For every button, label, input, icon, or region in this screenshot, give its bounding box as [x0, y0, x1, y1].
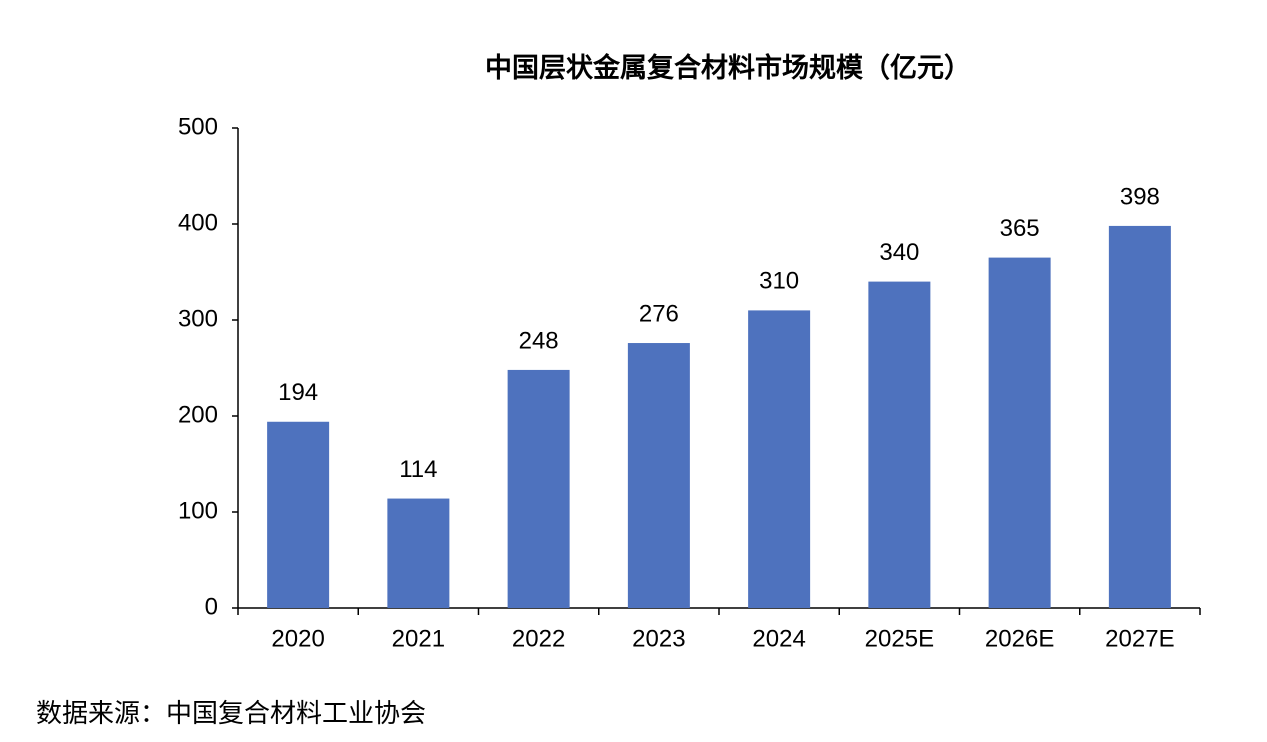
y-tick-label: 200: [178, 401, 218, 428]
bar: [627, 343, 690, 608]
data-label: 340: [879, 239, 919, 266]
x-tick-label: 2024: [752, 625, 805, 652]
bar: [1108, 225, 1171, 609]
x-tick-label: 2026E: [985, 625, 1054, 652]
data-label: 114: [399, 456, 437, 483]
bar: [267, 421, 330, 608]
x-tick-label: 2022: [512, 625, 565, 652]
x-tick-label: 2025E: [865, 625, 934, 652]
data-label: 398: [1120, 183, 1160, 210]
data-label: 276: [639, 300, 679, 327]
data-label: 310: [759, 268, 799, 295]
y-tick-label: 300: [178, 305, 218, 332]
y-tick-label: 500: [178, 113, 218, 140]
y-tick-label: 100: [178, 497, 218, 524]
x-tick-label: 2023: [632, 625, 685, 652]
bar: [988, 257, 1051, 608]
data-label: 248: [519, 327, 559, 354]
y-tick-label: 400: [178, 209, 218, 236]
bar: [868, 281, 931, 608]
x-tick-label: 2021: [392, 625, 445, 652]
source-note: 数据来源：中国复合材料工业协会: [36, 698, 426, 728]
bar: [507, 369, 570, 608]
x-tick-label: 2020: [271, 625, 324, 652]
chart-title: 中国层状金属复合材料市场规模（亿元）: [485, 52, 971, 83]
bar: [387, 498, 450, 608]
x-tick-label: 2027E: [1105, 625, 1174, 652]
data-label: 194: [278, 379, 318, 406]
bar: [748, 310, 811, 608]
y-tick-label: 0: [205, 593, 218, 620]
data-label: 365: [1000, 215, 1040, 242]
